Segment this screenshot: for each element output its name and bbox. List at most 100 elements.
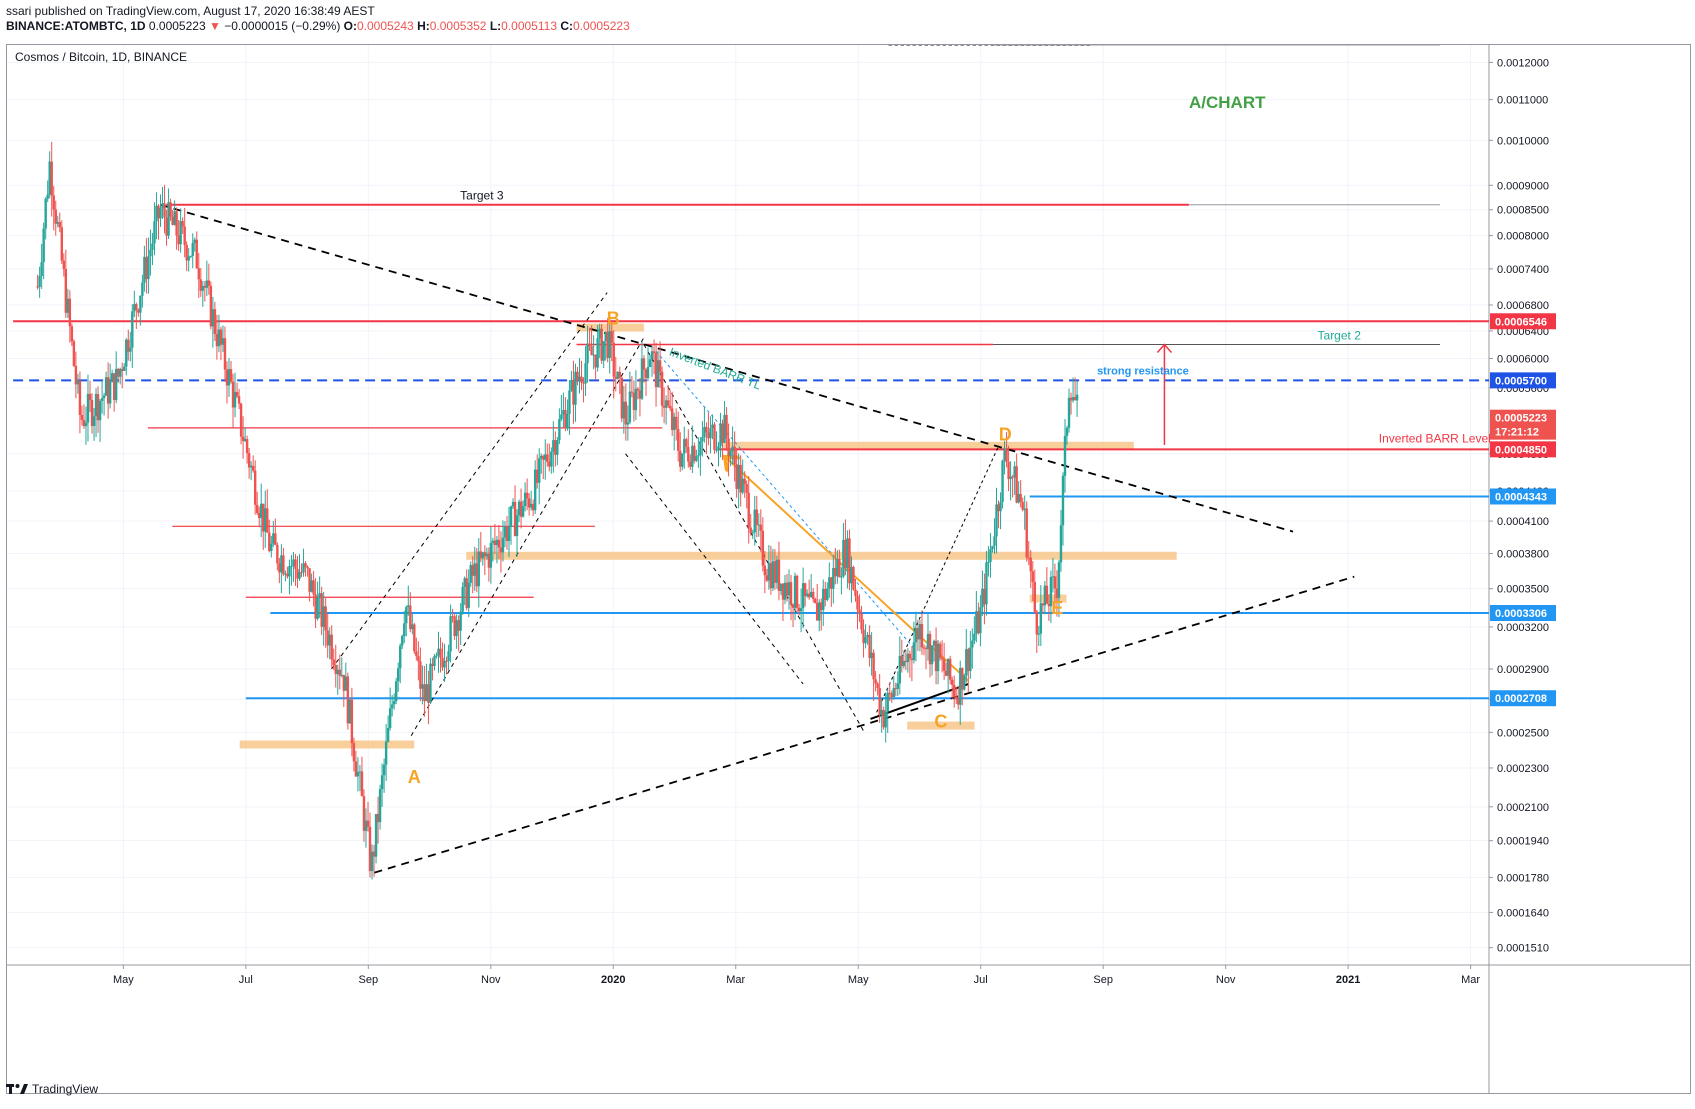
low-value: 0.0005113: [501, 19, 557, 33]
candle-body: [457, 620, 460, 631]
chart-frame[interactable]: Cosmos / Bitcoin, 1D, BINANCEA/CHART10.7…: [6, 44, 1691, 1094]
candle-body: [650, 351, 654, 360]
candle-body: [668, 405, 672, 409]
candle-body: [872, 652, 875, 680]
candle-body: [1041, 603, 1045, 606]
candle-body: [304, 563, 307, 567]
candle-body: [775, 559, 779, 583]
candle-body: [538, 458, 541, 483]
candle-body: [681, 453, 684, 467]
candle-body: [481, 552, 485, 559]
candle-body: [161, 203, 164, 209]
candle-body: [326, 630, 329, 646]
chart-title: Cosmos / Bitcoin, 1D, BINANCE: [15, 50, 187, 64]
candle-body: [953, 684, 956, 697]
price-tag-label: 0.0006546: [1495, 316, 1547, 328]
candle-body: [82, 419, 86, 427]
candle-body: [253, 470, 257, 505]
price-tick-label: 0.0001940: [1497, 836, 1549, 848]
candle-body: [533, 469, 537, 511]
channel-up-upper: [331, 292, 608, 670]
candle-body: [709, 428, 712, 439]
candle-body: [983, 588, 986, 605]
fib-ext-label: 0.382: [1447, 45, 1475, 48]
fib-ext-label: 0: [1447, 45, 1453, 48]
price-axis: 0.0012000 0.0011000 0.0010000 0.0009000 0.00…: [1489, 57, 1549, 955]
candle-body: [934, 640, 938, 672]
fib-ext-label: 0.236: [1447, 45, 1475, 48]
symbol-label: BINANCE:ATOMBTC, 1D: [6, 19, 146, 33]
candle-body: [529, 503, 533, 508]
candle-body: [260, 503, 263, 518]
candle-body: [749, 527, 752, 534]
candle-body: [644, 369, 648, 379]
candle-body: [197, 268, 200, 280]
candle-body: [811, 591, 815, 599]
candle-body: [235, 391, 239, 397]
price-change: −0.0000015 (−0.29%): [224, 19, 341, 33]
candle-body: [576, 371, 579, 381]
candle-body: [1057, 562, 1061, 598]
candle-body: [1047, 603, 1051, 607]
candle-body: [773, 561, 777, 583]
fib-retr-label: 0.786: [1099, 45, 1127, 48]
candle-body: [979, 607, 982, 634]
candle-body: [127, 339, 130, 352]
horizontal-levels: [13, 203, 1489, 700]
candle-body: [280, 555, 283, 573]
candle-body: [552, 440, 555, 452]
fib-retr-label: 0: [1099, 45, 1105, 48]
close-label: C:: [560, 19, 574, 33]
candle-body: [634, 388, 638, 411]
candle-body: [832, 568, 835, 589]
candle-body: [503, 526, 507, 538]
price-tick-label: 0.0002100: [1497, 802, 1549, 814]
price-chart[interactable]: Cosmos / Bitcoin, 1D, BINANCEA/CHART10.7…: [7, 45, 1690, 1093]
candle-body: [628, 391, 632, 423]
candle-body: [425, 684, 428, 702]
candle-body: [743, 478, 746, 485]
candle-body: [679, 450, 682, 467]
candle-body: [397, 668, 400, 682]
candle-body: [550, 451, 553, 467]
target3-label: Target 3: [460, 189, 504, 203]
price-tag-box: [1490, 690, 1556, 707]
pattern-point-d: D: [999, 425, 1012, 445]
candle-body: [453, 616, 456, 637]
candle-body: [340, 674, 344, 676]
candle-body: [104, 377, 108, 396]
time-tick-label: May: [113, 974, 134, 986]
price-tick-label: 0.0003500: [1497, 584, 1549, 596]
candle-body: [348, 699, 352, 724]
candle-body: [249, 465, 253, 468]
candle-body: [1005, 448, 1008, 462]
candle-body: [409, 605, 412, 630]
candle-body: [926, 633, 930, 650]
candle-body: [699, 441, 702, 456]
candle-body: [306, 566, 309, 569]
price-tag-label: 0.0005223: [1495, 413, 1547, 425]
candle-body: [791, 604, 795, 608]
candle-body: [630, 391, 634, 393]
candle-body: [882, 709, 885, 728]
candle-body: [217, 329, 221, 347]
price-tag-label: 0.0004343: [1495, 491, 1547, 503]
candle-body: [733, 446, 736, 465]
candle-body: [199, 279, 202, 291]
candle-body: [902, 660, 906, 667]
fib-ext-label: 1: [1447, 45, 1453, 48]
candle-body: [487, 553, 491, 568]
candle-body: [735, 464, 738, 489]
candle-body: [542, 455, 545, 460]
candle-body: [622, 401, 626, 419]
candle-body: [1037, 633, 1041, 635]
candle-body: [850, 566, 853, 584]
candle-body: [243, 439, 247, 441]
candle-body: [755, 509, 758, 525]
candle-body: [360, 771, 364, 797]
footer-brand: TradingView: [32, 1082, 99, 1096]
candle-body: [447, 651, 450, 662]
candle-body: [399, 645, 402, 669]
candle-body: [338, 669, 341, 676]
candle-body: [324, 606, 327, 631]
